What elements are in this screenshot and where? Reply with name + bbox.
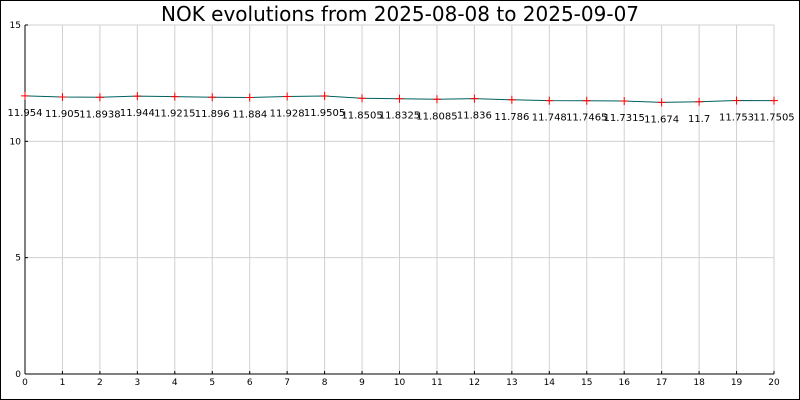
data-point-marker [695,97,704,106]
data-point-marker [545,96,554,105]
x-tick-label: 17 [656,378,667,388]
data-label: 11.944 [120,108,155,119]
data-label: 11.8325 [379,111,420,122]
data-point-marker [133,92,142,101]
data-point-marker [620,97,629,106]
markers [21,91,778,107]
x-tick-label: 3 [134,378,140,388]
data-label: 11.7465 [566,113,607,124]
x-tick-label: 4 [172,378,178,388]
y-tick-label: 10 [10,137,22,147]
data-point-marker [95,93,104,102]
x-tick-label: 11 [431,378,442,388]
x-tick-label: 1 [60,378,66,388]
x-tick-label: 15 [581,378,592,388]
data-label: 11.8938 [79,109,120,120]
grid [25,24,775,374]
x-tick-label: 16 [618,378,630,388]
x-tick-label: 18 [693,378,705,388]
y-tick-label: 0 [15,370,21,380]
x-tick-label: 20 [768,378,780,388]
x-tick-label: 5 [209,378,215,388]
data-label: 11.905 [45,109,80,120]
data-label: 11.836 [457,111,492,122]
data-point-marker [170,92,179,101]
data-point-marker [320,91,329,100]
data-point-marker [58,93,67,102]
data-labels: 11.954 11.905 11.8938 11.944 11.9215 11.896 11… [8,108,795,126]
x-tick-label: 7 [284,378,290,388]
x-tick-label: 0 [22,378,28,388]
data-label: 11.8085 [416,111,457,122]
x-tick-label: 19 [731,378,743,388]
data-label: 11.928 [270,108,305,119]
x-tick-label: 14 [544,378,556,388]
data-label: 11.7 [688,114,710,125]
data-point-marker [507,95,516,104]
data-label: 11.674 [644,114,679,125]
data-point-marker [283,92,292,101]
data-point-marker [470,94,479,103]
data-label: 11.753 [719,113,754,124]
x-tick-label: 10 [394,378,406,388]
data-label: 11.896 [195,109,230,120]
x-tick-label: 13 [506,378,517,388]
data-label: 11.884 [232,109,267,120]
data-label: 11.9505 [304,108,345,119]
x-tick-label: 6 [247,378,253,388]
data-label: 11.786 [494,112,529,123]
y-tick-label: 15 [10,21,21,31]
chart-title: NOK evolutions from 2025-08-08 to 2025-0… [160,2,640,26]
data-point-marker [582,96,591,105]
data-point-marker [208,93,217,102]
x-tick-label: 8 [322,378,328,388]
data-point-marker [770,96,778,105]
data-label: 11.748 [532,113,567,124]
x-tick-label: 9 [359,378,365,388]
data-point-marker [245,93,254,102]
data-point-marker [395,94,404,103]
data-point-marker [432,95,441,104]
x-tick-label: 2 [97,378,103,388]
data-label: 11.9215 [154,109,195,120]
data-point-marker [657,98,666,107]
data-point-marker [732,96,741,105]
data-point-marker [21,91,29,100]
data-label: 11.8505 [341,110,382,121]
y-tick-label: 5 [15,254,21,264]
data-point-marker [358,94,367,103]
x-tick-label: 12 [469,378,480,388]
data-label: 11.7315 [604,113,645,124]
data-label: 11.7505 [753,113,794,124]
data-label: 11.954 [8,108,43,119]
